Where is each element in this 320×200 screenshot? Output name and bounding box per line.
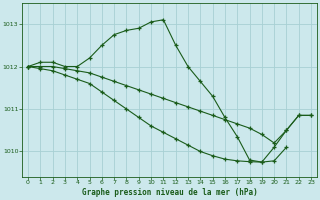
X-axis label: Graphe pression niveau de la mer (hPa): Graphe pression niveau de la mer (hPa)	[82, 188, 257, 197]
